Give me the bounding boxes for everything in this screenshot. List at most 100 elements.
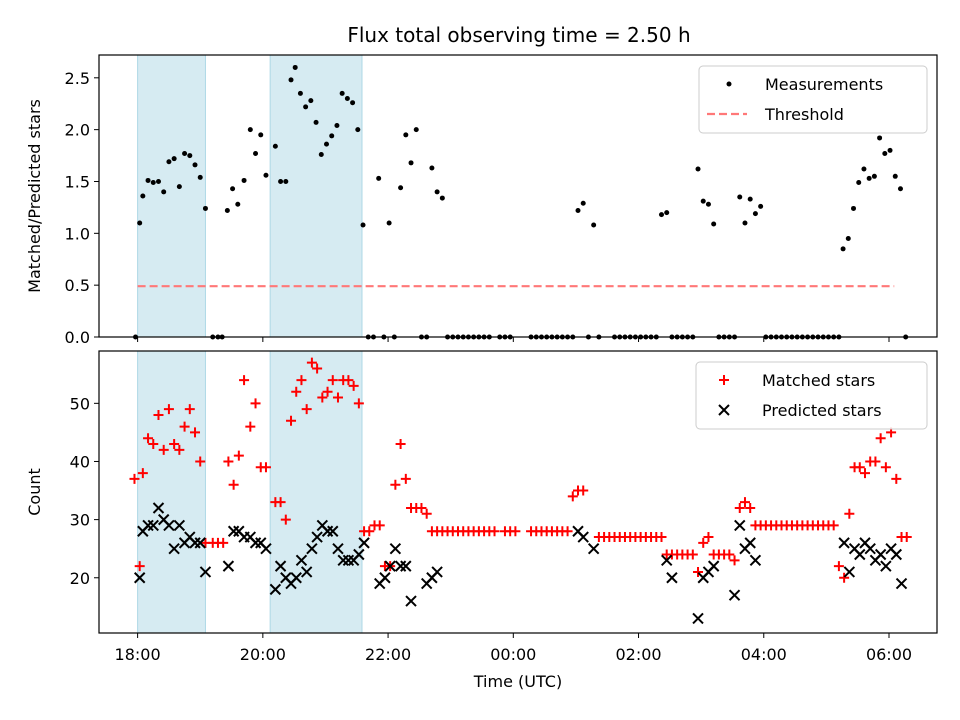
data-point [734,519,746,532]
data-point [575,208,581,214]
data-point [288,77,294,83]
data-point [190,427,201,438]
data-point [403,132,409,138]
data-point [332,542,344,555]
ratio-panel: 0.0 0.5 1.0 1.5 2.0 2.5 Matched/Predicted star… [25,54,938,347]
data-point [269,583,282,596]
data-point [228,479,239,490]
data-point [334,123,340,128]
observing-interval-2 [269,54,363,338]
data-point [195,456,206,467]
data-point [591,222,597,228]
data-point [297,90,303,96]
data-point [318,152,324,158]
x-tick-label: 18:00 [115,645,161,664]
data-point [158,444,169,455]
data-point [327,525,339,537]
data-point [202,205,208,211]
data-point [173,519,186,532]
data-point [861,166,867,172]
data-point [429,165,435,171]
legend-swatch [719,375,729,385]
data-point [877,135,883,141]
data-point [137,220,143,226]
data-point [163,519,175,532]
data-point [274,560,287,572]
data-point [247,127,253,133]
data-point [379,572,391,584]
x-tick-label: 06:00 [866,645,912,664]
data-point [147,519,159,532]
data-point [145,177,151,183]
data-point [700,198,706,204]
data-point [224,208,230,214]
data-point [562,526,573,537]
data-point [290,572,302,584]
data-point [343,375,354,386]
data-point [737,194,743,200]
data-point [854,548,866,561]
series-matched-stars [129,357,912,583]
data-point [661,554,673,567]
legend-label: Threshold [764,105,844,124]
y-tick-label: 20 [70,569,90,588]
legend-label: Measurements [765,75,883,94]
data-point [295,554,308,567]
data-point [580,200,586,206]
axes-frame [98,350,938,634]
data-point [395,439,406,450]
data-point [843,566,856,578]
data-point [332,392,343,403]
data-point [275,497,286,508]
y-tick-label: 50 [70,394,90,413]
observing-interval-1 [137,350,206,634]
data-point [386,220,392,226]
data-point [344,96,350,102]
data-point [695,166,701,172]
data-point [197,174,203,180]
data-point [828,520,839,531]
observing-interval-1 [137,54,206,338]
data-point [389,542,402,555]
data-point [353,398,364,409]
data-point [890,548,903,561]
data-point [734,502,745,513]
data-point [184,404,195,415]
data-point [880,462,891,473]
series-predicted-stars [133,502,908,625]
data-point [405,595,417,607]
data-point [895,577,908,590]
data-point [875,433,886,444]
y-axis-label: Matched/Predicted stars [25,99,44,293]
data-point [258,132,264,138]
y-tick-label: 40 [70,452,90,471]
data-point [871,173,877,179]
data-point [874,548,887,561]
data-point [342,554,355,567]
data-point [179,421,190,432]
data-point [148,439,159,450]
data-point [729,555,740,566]
data-point [142,519,154,532]
data-point [897,186,903,192]
data-point [664,210,670,216]
legend-label: Matched stars [762,371,875,390]
data-point [324,141,330,147]
data-point [150,180,156,186]
data-point [140,193,146,199]
data-point [278,178,284,184]
count-panel: 20 30 40 50 18:00 20:00 22:00 00:00 02:00 04:00 06… [25,350,938,691]
data-point [312,363,323,374]
data-point [891,473,902,484]
data-point [166,159,172,165]
y-tick-label: 0.0 [65,328,90,347]
data-point [253,150,259,156]
data-point [311,531,323,543]
data-point [390,479,401,490]
data-point [705,201,711,207]
y-tick-label: 30 [70,511,90,530]
data-point [249,537,262,549]
data-point [133,572,146,584]
data-point [416,502,427,513]
